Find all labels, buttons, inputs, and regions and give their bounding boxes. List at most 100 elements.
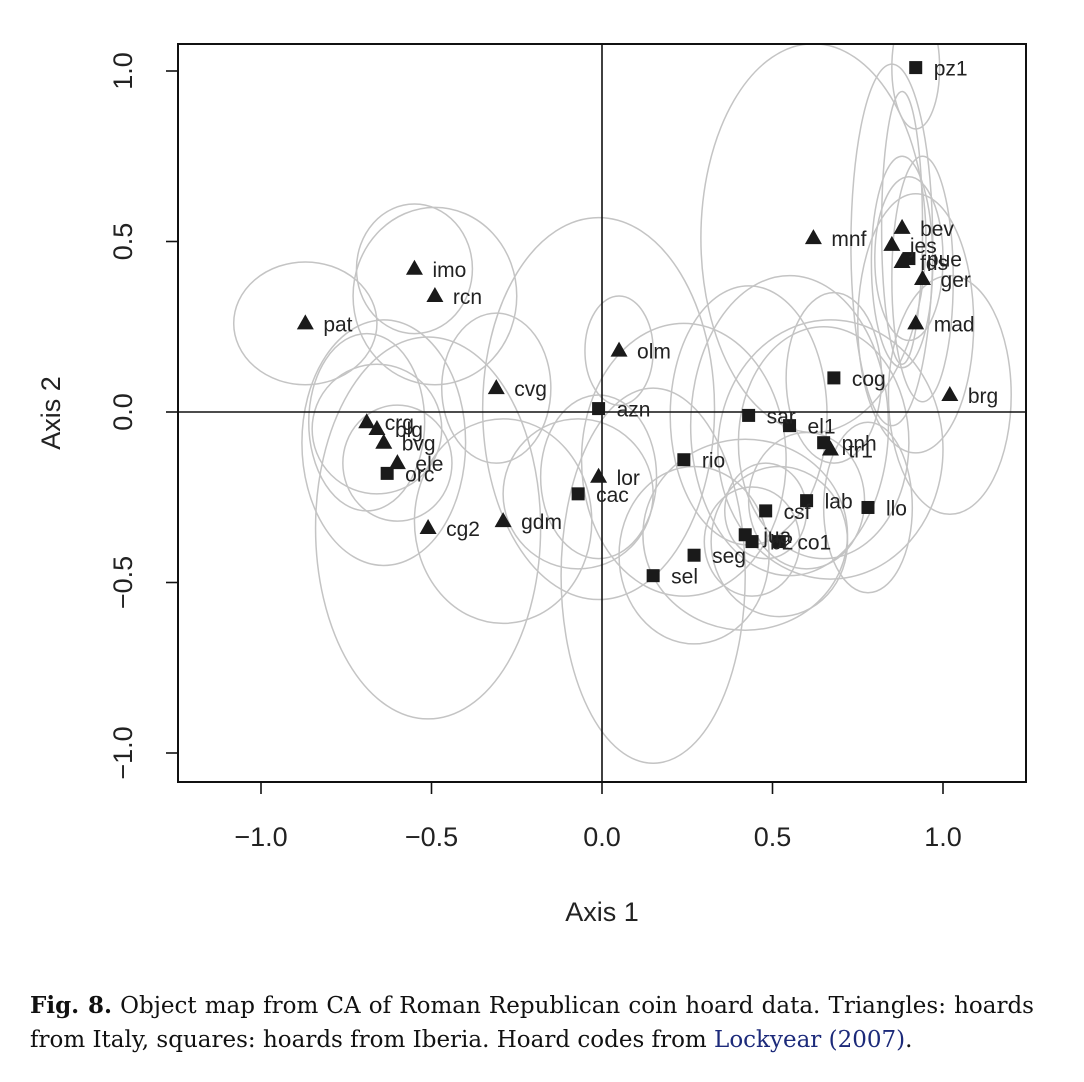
- y-tick-label: 1.0: [108, 52, 138, 90]
- square-point-orc: [380, 466, 394, 480]
- confidence-ellipses: [232, 44, 1012, 764]
- square-point-lab: [800, 494, 814, 508]
- triangle-point-tr1: [821, 440, 839, 456]
- ellipse-pnh: [737, 326, 910, 560]
- ellipse-csf: [724, 462, 808, 560]
- point-label-rcn: rcn: [453, 286, 482, 309]
- point-label-bev: bev: [920, 218, 954, 241]
- triangle-point-rcn: [426, 287, 444, 303]
- square-point-rio: [677, 453, 691, 467]
- point-label-crg: crg: [385, 412, 414, 435]
- reference-link[interactable]: Lockyear (2007): [714, 1027, 906, 1053]
- y-axis-title: Axis 2: [36, 376, 66, 450]
- square-point-sel: [646, 569, 660, 583]
- point-label-mnf: mnf: [831, 228, 866, 251]
- point-label-imo: imo: [432, 259, 466, 282]
- point-label-rio: rio: [702, 450, 725, 473]
- square-point-sar: [742, 408, 756, 422]
- point-label-cg2: cg2: [446, 518, 480, 541]
- ellipse-pue: [874, 175, 944, 342]
- y-axis: −1.0 −0.5 0.0 0.5 1.0: [108, 52, 179, 780]
- point-label-orc: orc: [405, 463, 434, 486]
- y-tick-label: 0.5: [108, 223, 138, 261]
- point-label-sel: sel: [671, 566, 698, 589]
- triangle-point-mnf: [804, 229, 822, 245]
- point-label-blg: blg: [395, 419, 423, 442]
- point-label-lor: lor: [617, 467, 640, 490]
- triangle-point-lor: [590, 467, 608, 483]
- point-label-co1: co1: [797, 532, 831, 555]
- triangle-point-imo: [405, 259, 423, 275]
- triangle-point-pat: [296, 314, 314, 330]
- ellipse-bvg: [301, 319, 467, 567]
- triangle-point-brg: [941, 385, 959, 401]
- point-label-fds: fds: [920, 252, 948, 275]
- point-label-sar: sar: [767, 405, 796, 428]
- ellipse-cg2: [314, 336, 542, 720]
- triangle-point-crg: [358, 413, 376, 429]
- ellipse-ger: [891, 155, 954, 403]
- y-tick-label: −1.0: [108, 726, 138, 779]
- square-point-b2: [745, 535, 759, 549]
- ellipse-cog: [785, 291, 883, 464]
- square-point-cac: [571, 487, 585, 501]
- square-point-cog: [827, 371, 841, 385]
- data-points: [296, 61, 959, 583]
- point-label-brg: brg: [968, 385, 998, 408]
- point-label-pat: pat: [323, 313, 352, 336]
- point-label-cvg: cvg: [514, 378, 547, 401]
- point-label-jua: jua: [762, 525, 791, 548]
- ellipse-b2: [703, 486, 801, 597]
- square-point-pz1: [909, 61, 923, 75]
- triangle-point-jes: [883, 235, 901, 251]
- triangle-point-ele: [388, 454, 406, 470]
- point-label-azn: azn: [617, 399, 651, 422]
- point-label-cac: cac: [596, 484, 629, 507]
- square-point-azn: [592, 402, 606, 416]
- point-label-lab: lab: [825, 491, 853, 514]
- ellipse-cvg: [440, 312, 552, 464]
- square-point-pue: [902, 252, 916, 266]
- point-label-b2: b2: [770, 532, 793, 555]
- triangle-point-mad: [907, 314, 925, 330]
- ellipse-azn: [481, 216, 716, 601]
- point-label-pue: pue: [927, 249, 962, 272]
- ellipse-brg: [887, 274, 1012, 516]
- ellipse-ele: [342, 404, 453, 522]
- x-tick-label: 0.5: [754, 822, 792, 852]
- ellipse-rcn: [352, 206, 518, 386]
- square-point-el1: [783, 419, 797, 433]
- triangle-point-gdm: [494, 512, 512, 528]
- point-label-tr1: tr1: [848, 440, 873, 463]
- square-point-co1: [772, 535, 786, 549]
- square-point-pnh: [817, 436, 831, 450]
- ellipse-mnf: [700, 44, 927, 434]
- triangle-point-ger: [914, 270, 932, 286]
- ellipse-olm: [584, 295, 654, 406]
- figure-caption: Fig. 8. Object map from CA of Roman Repu…: [30, 989, 1034, 1057]
- triangle-point-blg: [368, 420, 386, 436]
- x-axis: −1.0 −0.5 0.0 0.5 1.0: [234, 781, 962, 852]
- ellipse-lor: [539, 394, 658, 560]
- ellipse-co1: [710, 465, 849, 618]
- point-label-pz1: pz1: [934, 58, 968, 81]
- ellipse-pat: [232, 261, 378, 386]
- x-tick-label: −0.5: [405, 822, 458, 852]
- ellipse-bev: [880, 90, 924, 366]
- point-label-el1: el1: [808, 416, 836, 439]
- x-axis-title: Axis 1: [565, 897, 639, 927]
- triangle-point-bvg: [375, 433, 393, 449]
- x-tick-label: −1.0: [234, 822, 287, 852]
- x-tick-label: 1.0: [924, 822, 962, 852]
- ellipse-mad: [857, 193, 975, 454]
- triangle-point-olm: [610, 341, 628, 357]
- object-map-chart: −1.0 −0.5 0.0 0.5 1.0 −1.0 −0.5 0.0 0.5 1.0 pat i…: [36, 43, 1027, 927]
- x-tick-label: 0.0: [583, 822, 621, 852]
- ellipse-sel: [560, 387, 746, 764]
- caption-text: Object map from CA of Roman Republican c…: [30, 993, 1034, 1053]
- point-label-llo: llo: [886, 497, 907, 520]
- point-label-csf: csf: [784, 501, 811, 524]
- point-label-ele: ele: [415, 453, 443, 476]
- point-label-mad: mad: [934, 313, 975, 336]
